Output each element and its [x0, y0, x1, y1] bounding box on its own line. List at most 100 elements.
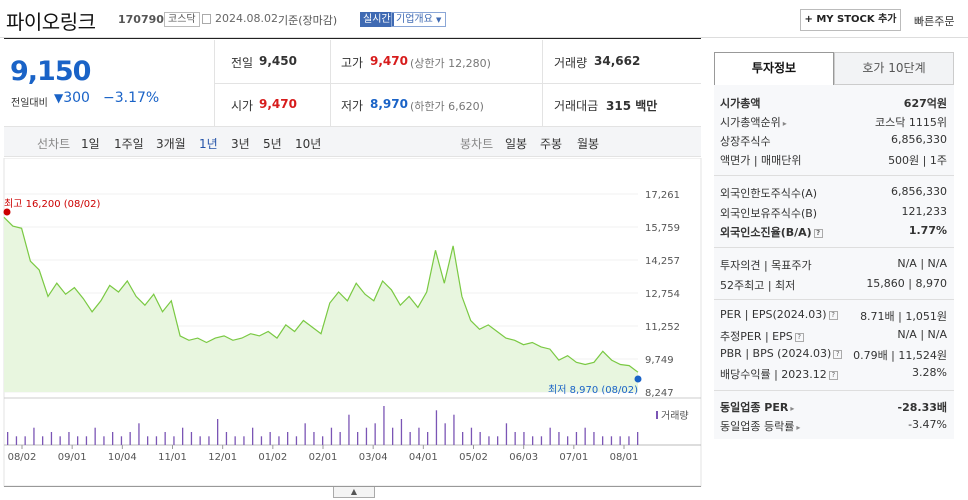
volume-bar	[94, 427, 96, 445]
tab-1day[interactable]: 1일	[81, 137, 100, 151]
industry-rate-label[interactable]: 동일업종 등락률 ▸	[720, 418, 800, 434]
tab-monthly-candle[interactable]: 월봉	[577, 137, 600, 151]
company-overview-dropdown[interactable]: 기업개요 ▼	[391, 12, 447, 27]
volume-bar	[619, 436, 621, 445]
x-tick-label: 12/01	[208, 452, 237, 463]
tab-1week[interactable]: 1주일	[114, 137, 144, 151]
volume-bar	[208, 436, 210, 445]
volume-bar	[383, 406, 385, 445]
volume-bar	[164, 432, 166, 445]
candle-chart-label: 봉차트	[460, 137, 494, 151]
volume-bar	[173, 436, 175, 445]
tab-hoga-10[interactable]: 호가 10단계	[834, 52, 954, 85]
tab-invest-info[interactable]: 투자정보	[714, 52, 834, 85]
volume-bar	[138, 423, 140, 445]
y-tick-label: 12,754	[645, 289, 680, 300]
volume-bar	[549, 427, 551, 445]
help-icon[interactable]: ?	[828, 370, 838, 380]
help-icon[interactable]: ?	[794, 332, 804, 342]
y-tick-label: 8,247	[645, 388, 674, 399]
tab-weekly-candle[interactable]: 주봉	[540, 137, 563, 151]
realtime-badge[interactable]: 실시간	[360, 12, 394, 27]
dividend-label: 배당수익률 | 2023.12?	[720, 366, 838, 382]
collapse-handle[interactable]: ▲	[333, 487, 375, 498]
volume-bar	[435, 410, 438, 445]
volume-bar	[33, 427, 35, 445]
price-change-pct: −3.17%	[103, 90, 160, 106]
volume-value: 34,662	[594, 54, 641, 68]
volume-bar	[462, 432, 464, 445]
opinion-label: 투자의견 | 목표주가	[720, 259, 812, 272]
volume-bar	[444, 423, 446, 445]
y-tick-label: 14,257	[645, 256, 680, 267]
help-icon[interactable]: ?	[828, 310, 838, 320]
price-line	[3, 216, 639, 373]
foreign-limit-value: 6,856,330	[891, 185, 947, 198]
volume-bar	[243, 436, 245, 445]
pbr-bps-label: PBR | BPS (2024.03)?	[720, 347, 843, 360]
min-label: 최저 8,970 (08/02)	[548, 384, 638, 396]
per-eps-label: PER | EPS(2024.03)?	[720, 308, 838, 321]
chevron-right-icon: ▸	[796, 423, 801, 432]
est-per-text: 추정PER | EPS	[720, 330, 793, 343]
volume-bar	[112, 432, 114, 445]
volume-bar	[330, 427, 333, 445]
volume-legend-icon	[656, 411, 658, 419]
low-value: 8,970	[370, 97, 408, 111]
volume-bar	[532, 436, 534, 445]
industry-per-label[interactable]: 동일업종 PER ▸	[720, 399, 794, 415]
tab-1year[interactable]: 1년	[199, 137, 218, 151]
foreign-rate-label: 외국인소진율(B/A)?	[720, 224, 823, 240]
volume-bar	[365, 427, 368, 445]
volume-bar	[68, 432, 70, 445]
summary-hdivider	[214, 83, 701, 84]
price-change: ▼300	[54, 90, 90, 106]
shares-label: 상장주식수	[720, 135, 771, 148]
volume-bar	[304, 423, 306, 445]
52week-value: 15,860 | 8,970	[866, 277, 947, 290]
tab-5year[interactable]: 5년	[263, 137, 282, 151]
prev-close-label: 전일	[231, 56, 254, 70]
change-label: 전일대비	[11, 98, 48, 109]
x-tick-label: 08/01	[610, 452, 639, 463]
calendar-icon	[202, 14, 211, 24]
open-label: 시가	[231, 99, 254, 113]
par-value: 500원 | 1주	[888, 154, 947, 167]
volume-bar	[217, 419, 219, 445]
volume-bar	[199, 436, 201, 445]
market-cap-label: 시가총액	[720, 97, 761, 110]
price-chart[interactable]: 17,261 15,759 14,257 12,754 11,252 9,749 8,247…	[0, 158, 702, 500]
tab-daily-candle[interactable]: 일봉	[505, 137, 528, 151]
volume-bar	[225, 432, 228, 445]
industry-per-text: 동일업종 PER	[720, 401, 789, 414]
52week-label: 52주최고 | 최저	[720, 279, 796, 292]
tab-10year[interactable]: 10년	[295, 137, 322, 151]
high-label: 고가	[341, 56, 364, 70]
volume-bar	[24, 436, 26, 445]
volume-bar	[339, 432, 341, 445]
est-per-value: N/A | N/A	[897, 328, 947, 341]
tab-3year[interactable]: 3년	[231, 137, 250, 151]
volume-bar	[59, 436, 61, 445]
market-cap-rank-label[interactable]: 시가총액순위 ▸	[720, 114, 787, 130]
volume-bar	[540, 436, 543, 445]
quick-order-link[interactable]: 빠른주문	[914, 15, 955, 28]
max-label: 최고 16,200 (08/02)	[4, 198, 100, 210]
panel-divider	[714, 175, 954, 176]
high-value: 9,470	[370, 54, 408, 68]
industry-rate-text: 동일업종 등락률	[720, 420, 795, 433]
volume-bar	[479, 432, 481, 445]
volume-bar	[234, 436, 236, 445]
invest-info-panel	[714, 85, 954, 439]
date-basis: 기준(장마감)	[278, 14, 338, 27]
help-icon[interactable]: ?	[833, 349, 843, 359]
help-icon[interactable]: ?	[813, 228, 823, 238]
volume-bar	[42, 436, 44, 445]
pbr-bps-text: PBR | BPS (2024.03)	[720, 347, 832, 360]
volume-bar	[77, 436, 79, 445]
per-eps-value: 8.71배 | 1,051원	[860, 310, 947, 323]
tab-3month[interactable]: 3개월	[156, 137, 186, 151]
volume-bar	[50, 432, 53, 445]
volume-bar	[453, 414, 455, 445]
add-mystock-button[interactable]: + MY STOCK 추가	[800, 9, 901, 31]
